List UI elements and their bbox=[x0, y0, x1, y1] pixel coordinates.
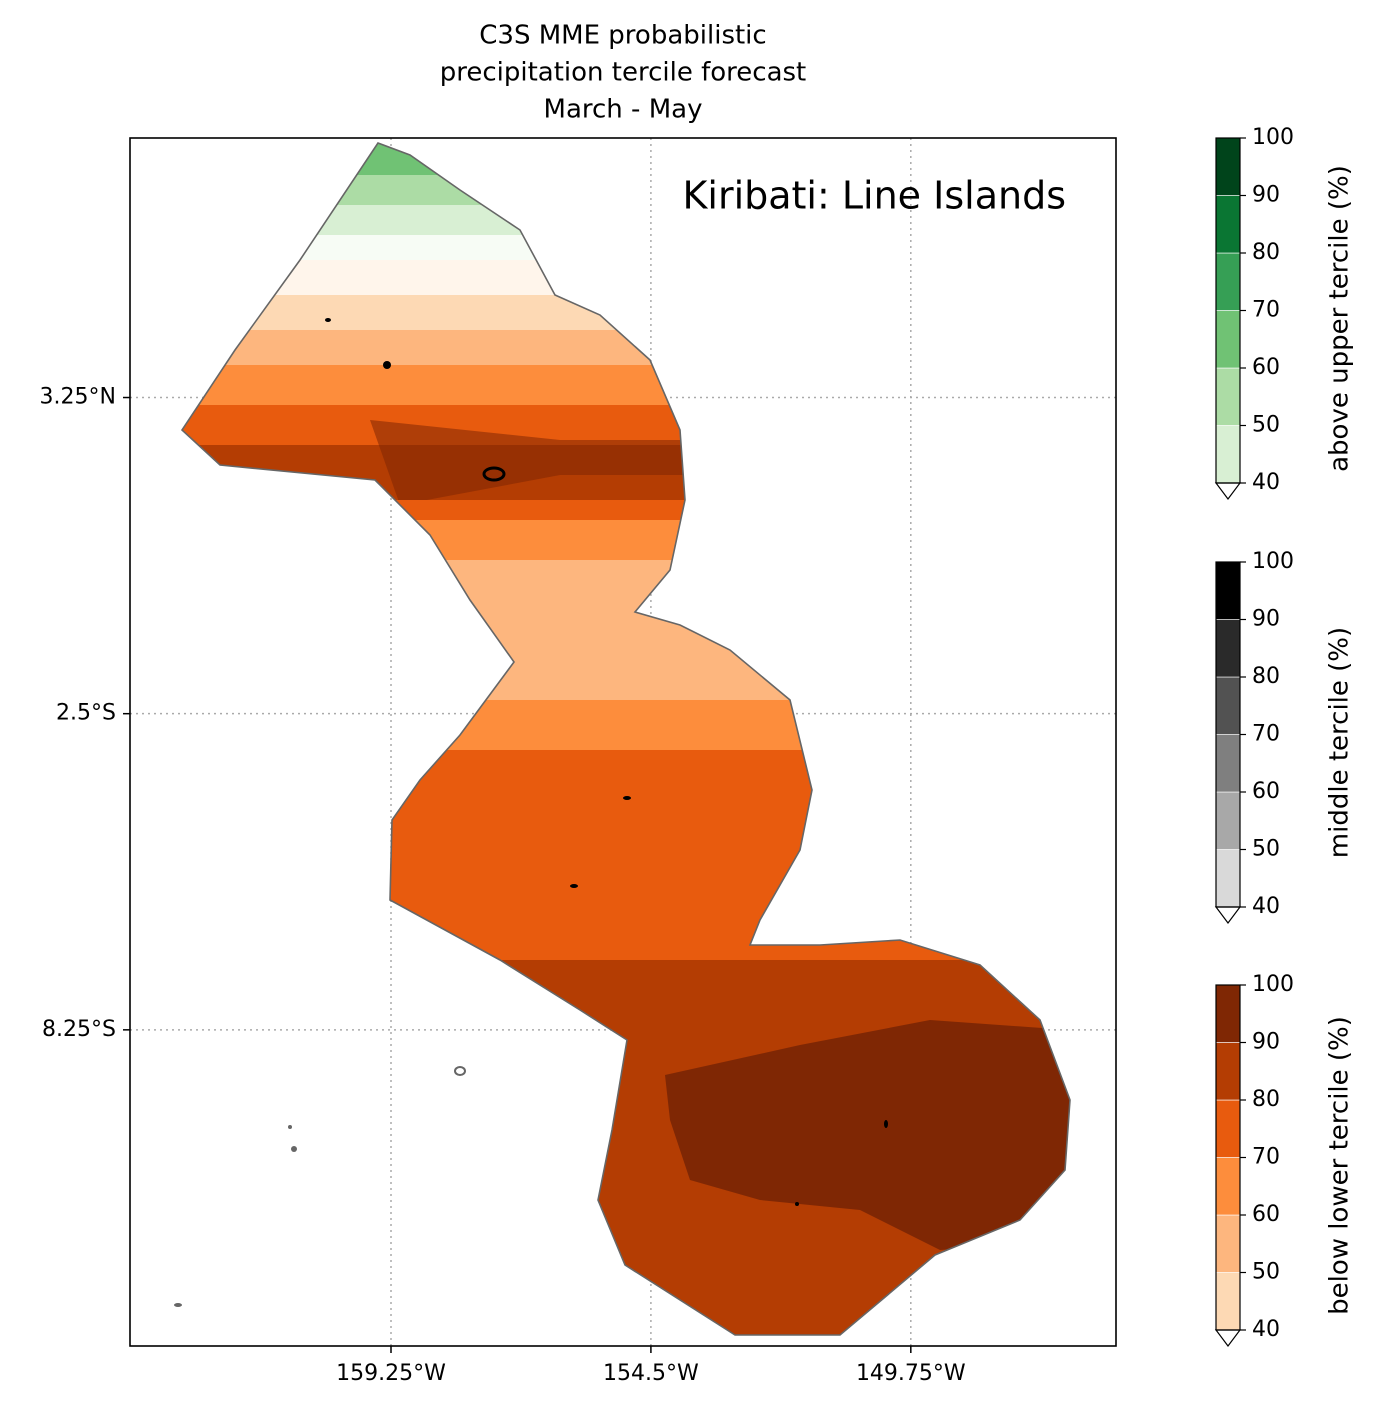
colorbar-swatch bbox=[1215, 310, 1241, 369]
colorbar-extension bbox=[1214, 1329, 1242, 1347]
colorbar-tick-label: 90 bbox=[1252, 183, 1280, 208]
island bbox=[454, 1066, 466, 1076]
colorbar-swatch bbox=[1215, 791, 1241, 850]
colorbar-tick-label: 50 bbox=[1252, 837, 1280, 862]
colorbar: 40 50 60 70 80 90 100 above upper tercile (%) bbox=[1214, 125, 1355, 500]
colorbar-tick-label: 100 bbox=[1252, 972, 1294, 997]
colorbar-tick-label: 60 bbox=[1252, 1202, 1280, 1227]
band bbox=[182, 520, 1070, 562]
colorbar-tick-label: 100 bbox=[1252, 125, 1294, 150]
colorbar-tick-label: 50 bbox=[1252, 413, 1280, 438]
colorbar-swatch bbox=[1215, 367, 1241, 426]
colorbar-swatch bbox=[1215, 1272, 1241, 1331]
y-tick-label: 3.25°N bbox=[40, 385, 116, 410]
colorbar-swatch bbox=[1215, 561, 1241, 620]
band bbox=[182, 750, 1070, 962]
band bbox=[182, 500, 1070, 522]
map-frame bbox=[129, 137, 1117, 1347]
x-tick-label: 149.75°W bbox=[856, 1361, 966, 1386]
colorbar: 40 50 60 70 80 90 100 below lower tercile (%) bbox=[1214, 972, 1355, 1347]
colorbar-extension bbox=[1214, 482, 1242, 500]
island bbox=[570, 884, 578, 888]
colorbar-tick-label: 40 bbox=[1252, 894, 1280, 919]
colorbar-tick-label: 60 bbox=[1252, 779, 1280, 804]
colorbar-label: middle tercile (%) bbox=[1325, 627, 1355, 858]
x-tick-label: 159.25°W bbox=[336, 1361, 446, 1386]
colorbar-tick-label: 80 bbox=[1252, 240, 1280, 265]
colorbar-tick-label: 50 bbox=[1252, 1260, 1280, 1285]
band bbox=[182, 365, 1070, 407]
colorbar-swatch bbox=[1215, 1157, 1241, 1216]
colorbar-tick-label: 40 bbox=[1252, 470, 1280, 495]
colorbar-swatch bbox=[1215, 1214, 1241, 1273]
island bbox=[383, 361, 391, 369]
colorbar-tick-label: 70 bbox=[1252, 298, 1280, 323]
island bbox=[795, 1202, 799, 1206]
colorbar-tick-label: 90 bbox=[1252, 1030, 1280, 1055]
colorbar-label: above upper tercile (%) bbox=[1325, 165, 1355, 472]
colorbar-swatch bbox=[1215, 984, 1241, 1043]
colorbar-tick-label: 70 bbox=[1252, 722, 1280, 747]
region-outline bbox=[180, 142, 1071, 1336]
band bbox=[182, 295, 1070, 332]
colorbar-tick-label: 80 bbox=[1252, 664, 1280, 689]
band bbox=[182, 330, 1070, 367]
islands bbox=[174, 318, 888, 1307]
colorbar-swatch bbox=[1215, 1042, 1241, 1101]
colorbar-tick-label: 40 bbox=[1252, 1317, 1280, 1342]
title: C3S MME probabilistic precipitation terc… bbox=[440, 21, 807, 125]
colorbar-tick-label: 100 bbox=[1252, 549, 1294, 574]
colorbar-swatch bbox=[1215, 734, 1241, 793]
colorbar-swatch bbox=[1215, 425, 1241, 484]
colorbar-swatch bbox=[1215, 137, 1241, 196]
axis-ticks: 159.25°W 154.5°W 149.75°W 3.25°N 2.5°S 8.25°S bbox=[40, 385, 966, 1386]
y-tick-label: 8.25°S bbox=[42, 1017, 116, 1042]
colorbar: 40 50 60 70 80 90 100 middle tercile (%) bbox=[1214, 549, 1355, 924]
colorbar-swatch bbox=[1215, 849, 1241, 908]
region-label: Kiribati: Line Islands bbox=[682, 174, 1066, 218]
colorbar-swatch bbox=[1215, 676, 1241, 735]
island bbox=[291, 1146, 297, 1152]
band bbox=[182, 143, 1070, 178]
colorbar-swatch bbox=[1215, 1099, 1241, 1158]
colorbar-tick-label: 60 bbox=[1252, 355, 1280, 380]
colorbar-swatch bbox=[1215, 195, 1241, 254]
island bbox=[325, 318, 331, 322]
band bbox=[182, 560, 1070, 702]
colorbar-extension bbox=[1214, 906, 1242, 924]
title-line: C3S MME probabilistic bbox=[479, 21, 766, 51]
colorbar-tick-label: 70 bbox=[1252, 1145, 1280, 1170]
band bbox=[182, 700, 1070, 752]
band bbox=[370, 420, 690, 505]
title-line: March - May bbox=[544, 95, 703, 125]
band bbox=[182, 235, 1070, 262]
island bbox=[482, 466, 506, 482]
forecast-fill bbox=[182, 143, 1070, 1335]
colorbar-tick-label: 80 bbox=[1252, 1087, 1280, 1112]
title-line: precipitation tercile forecast bbox=[440, 58, 807, 88]
band bbox=[665, 1020, 1070, 1250]
colorbar-tick-label: 90 bbox=[1252, 607, 1280, 632]
x-tick-label: 154.5°W bbox=[603, 1361, 699, 1386]
colorbar-label: below lower tercile (%) bbox=[1325, 1016, 1355, 1315]
island bbox=[623, 796, 631, 800]
island bbox=[174, 1303, 182, 1307]
island bbox=[288, 1125, 292, 1129]
band bbox=[182, 260, 1070, 297]
y-tick-label: 2.5°S bbox=[56, 701, 116, 726]
colorbar-swatch bbox=[1215, 252, 1241, 311]
island bbox=[884, 1120, 888, 1128]
colorbar-swatch bbox=[1215, 619, 1241, 678]
